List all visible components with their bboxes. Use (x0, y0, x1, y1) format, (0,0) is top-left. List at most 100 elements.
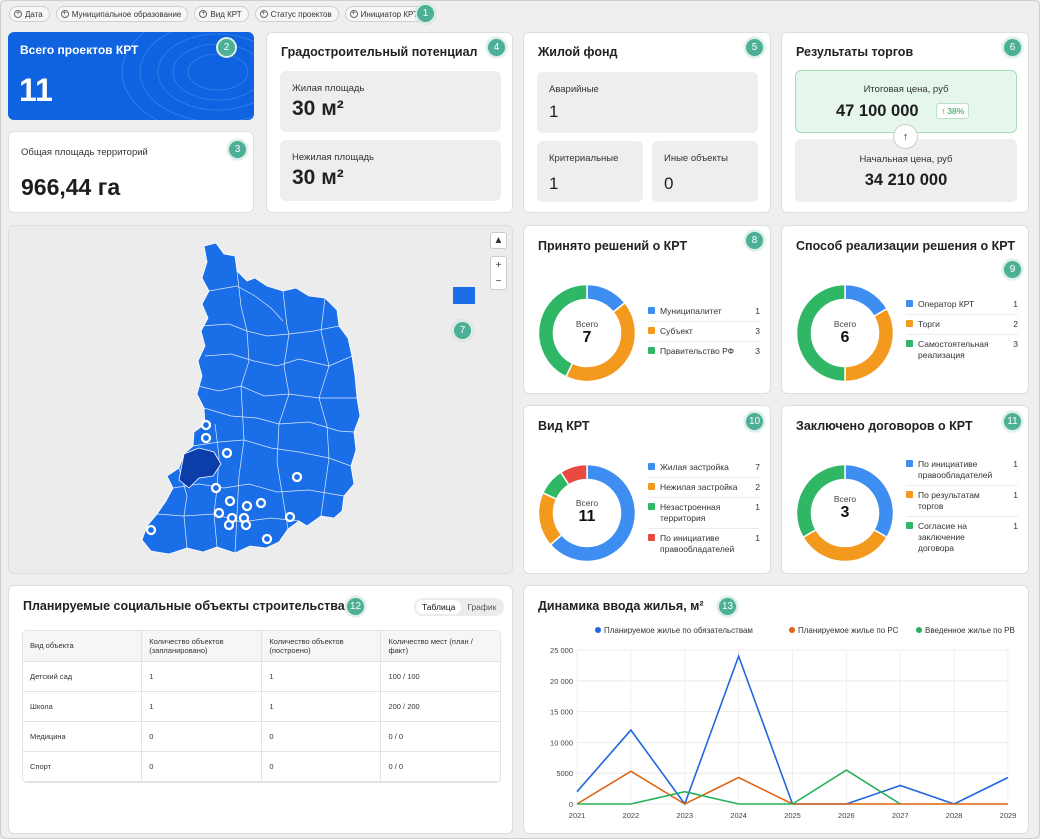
legend-label: По инициативе правообладателей (660, 533, 735, 554)
badge-6: 6 (1002, 37, 1023, 58)
legend-label: Согласие на заключение договора (918, 521, 967, 553)
legend-swatch (906, 522, 913, 529)
legend-swatch (906, 300, 913, 307)
legend-item[interactable]: Правительство РФ 3 (648, 342, 760, 361)
table-cell: 0 (141, 721, 263, 752)
legend-label: Торги (918, 319, 940, 329)
social-objects-card: Планируемые социальные объекты строитель… (8, 585, 513, 834)
legend-item[interactable]: Согласие на заключение договора 1 (906, 517, 1018, 558)
legend-label: Нежилая застройка (660, 482, 738, 492)
table-cell: 0 / 0 (380, 721, 500, 752)
highlighted-district[interactable] (178, 447, 222, 489)
legend-item[interactable]: По результатам торгов 1 (906, 486, 1018, 517)
method-donut[interactable] (795, 283, 895, 383)
map-legend-swatch (453, 287, 475, 304)
filter-bar: + Дата + Муниципальное образование + Вид КРТ +… (9, 6, 425, 22)
contracts-donut[interactable] (795, 463, 895, 563)
view-toggle[interactable]: Таблица График (414, 598, 505, 616)
filter-chip[interactable]: + Вид КРТ (194, 6, 249, 22)
plus-circle-icon: + (14, 10, 22, 18)
badge-13: 13 (717, 596, 738, 617)
contracts-card: Заключено договоров о КРТ Всего 3 По ини… (781, 405, 1029, 574)
compass-icon[interactable]: ▲ (490, 232, 507, 249)
x-tick-label: 2023 (676, 811, 693, 820)
badge-9: 9 (1002, 259, 1023, 280)
table-cell: Медицина (23, 721, 143, 752)
tab-chart[interactable]: График (467, 602, 497, 612)
tab-table[interactable]: Таблица (416, 600, 462, 614)
legend-item[interactable]: Торги 2 (906, 315, 1018, 335)
plus-circle-icon: + (259, 10, 268, 18)
legend-item[interactable]: Субъект 3 (648, 322, 760, 342)
legend-item[interactable]: Нежилая застройка 2 (648, 478, 760, 498)
series-line[interactable] (577, 769, 901, 805)
legend-item[interactable]: По инициативе правообладателей 1 (906, 455, 1018, 486)
table-cell: 0 (261, 721, 382, 752)
filter-chip[interactable]: + Статус проектов (254, 6, 339, 22)
decisions-center-value: 7 (582, 329, 592, 346)
legend-label: Правительство РФ (660, 346, 735, 356)
legend-item[interactable]: Незастроенная территория 1 (648, 498, 760, 529)
decisions-donut[interactable] (537, 283, 637, 383)
legend-label: Незастроенная территория (660, 502, 721, 523)
zoom-out-icon[interactable]: − (495, 275, 502, 287)
legend-marker (595, 627, 601, 633)
residential-area-label: Жилая площадь (292, 83, 365, 94)
final-price-label: Итоговая цена, руб (863, 84, 949, 95)
housing-dynamics-chart[interactable]: 0 5000 10 000 15 000 20 000 25 000 2021 2022 202… (524, 586, 1030, 835)
table-cell: 0 / 0 (380, 751, 500, 782)
filter-chip[interactable]: + Инициатор КРТ (344, 6, 425, 22)
total-area-card: Общая площадь территорий 966,44 га (8, 131, 254, 213)
critical-label: Критериальные (549, 153, 619, 164)
emergency-box: Аварийные 1 (537, 72, 758, 133)
map-markers[interactable] (145, 419, 303, 545)
legend-value: 1 (1013, 299, 1018, 309)
filter-chip-label: Дата (25, 9, 43, 19)
legend-item[interactable]: Оператор КРТ 1 (906, 295, 1018, 315)
legend-item[interactable]: Самостоятельная реализация 3 (906, 335, 1018, 365)
filter-chip[interactable]: + Муниципальное образование (55, 6, 189, 22)
krt_type-slice[interactable] (549, 463, 637, 563)
filter-chip[interactable]: + Дата (9, 6, 50, 22)
total-area-title: Общая площадь территорий (21, 147, 148, 158)
contracts-title: Заключено договоров о КРТ (796, 419, 973, 433)
method-slice[interactable] (795, 283, 846, 383)
legend-value: 3 (1013, 339, 1018, 349)
arrow-up-circle-icon[interactable]: ↑ (893, 124, 918, 149)
legend-item[interactable]: Муниципалитет 1 (648, 302, 760, 322)
filter-chip-label: Инициатор КРТ (360, 9, 418, 19)
legend-label: По инициативе правообладателей (918, 459, 993, 480)
krt_type-slice[interactable] (559, 463, 588, 486)
start-price-box: Начальная цена, руб 34 210 000 (795, 139, 1017, 202)
krt-type-legend: Жилая застройка 7 Нежилая застройка 2 Незаст… (648, 458, 760, 559)
zoom-in-icon[interactable]: + (495, 259, 502, 271)
table-cell: Детский сад (23, 661, 143, 692)
legend-label[interactable]: Планируемое жилье по обязательствам (604, 626, 753, 635)
legend-item[interactable]: По инициативе правообладателей 1 (648, 529, 760, 559)
y-tick-label: 25 000 (550, 646, 573, 655)
social-objects-title: Планируемые социальные объекты строитель… (23, 599, 345, 613)
housing-dynamics-card: Динамика ввода жилья, м² 0 5000 10 000 15 0… (523, 585, 1029, 834)
region-map[interactable] (9, 226, 514, 575)
method-slice[interactable] (844, 283, 889, 318)
decisions-slice[interactable] (537, 283, 588, 378)
contracts-slice[interactable] (801, 528, 889, 563)
method-card: Способ реализации решения о КРТ Всего 6 … (781, 225, 1029, 394)
zoom-controls[interactable]: + − (490, 256, 507, 290)
legend-label[interactable]: Планируемое жилье по РС (798, 626, 899, 635)
social-objects-table-wrap: Вид объекта Количество объектов (запланир… (22, 630, 501, 783)
legend-swatch (906, 491, 913, 498)
legend-label[interactable]: Введенное жилье по РВ (925, 626, 1015, 635)
table-row: Спорт 0 0 0 / 0 (23, 751, 500, 782)
legend-swatch (648, 534, 655, 541)
map-card[interactable]: ▲ + − (8, 225, 513, 574)
legend-item[interactable]: Жилая застройка 7 (648, 458, 760, 478)
legend-swatch (906, 320, 913, 327)
y-tick-label: 0 (569, 800, 573, 809)
krt-type-donut[interactable] (537, 463, 637, 563)
emergency-value: 1 (549, 102, 559, 121)
legend-value: 1 (755, 306, 760, 316)
contracts-slice[interactable] (795, 463, 846, 539)
badge-7: 7 (452, 320, 473, 341)
